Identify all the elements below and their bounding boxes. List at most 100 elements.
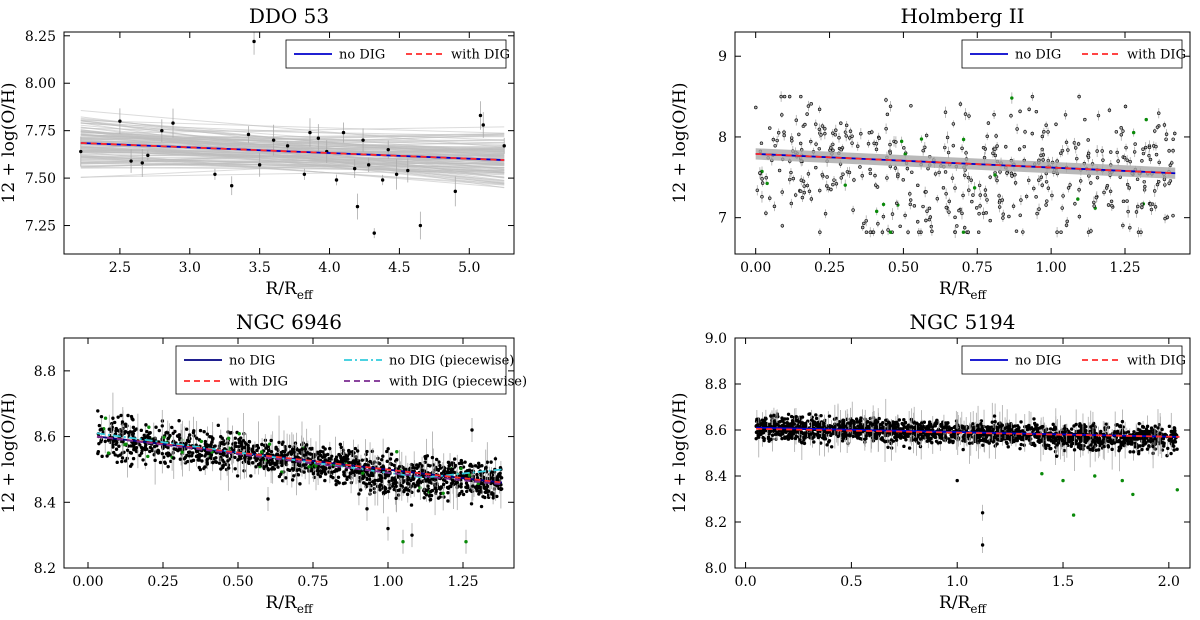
data-point bbox=[431, 477, 435, 481]
x-tick-label: 1.25 bbox=[1109, 260, 1140, 276]
data-point bbox=[233, 436, 238, 440]
bootstrap-line bbox=[80, 126, 505, 181]
data-point bbox=[405, 481, 410, 486]
data-point bbox=[1140, 447, 1144, 452]
data-point bbox=[469, 502, 474, 506]
data-point bbox=[221, 463, 226, 468]
data-point bbox=[372, 490, 377, 495]
bootstrap-line bbox=[80, 138, 505, 153]
data-point bbox=[97, 423, 102, 428]
data-point-core bbox=[878, 137, 881, 140]
data-point-core bbox=[1153, 189, 1156, 193]
data-point bbox=[449, 467, 453, 472]
data-point-core bbox=[858, 165, 862, 169]
data-point bbox=[894, 438, 899, 442]
data-point bbox=[328, 446, 332, 451]
data-point bbox=[254, 465, 258, 469]
data-point-core bbox=[824, 212, 827, 215]
data-point bbox=[1062, 448, 1066, 453]
data-point bbox=[198, 467, 203, 472]
data-point-core bbox=[868, 168, 872, 171]
data-point bbox=[353, 446, 358, 451]
data-point-core bbox=[896, 175, 899, 178]
data-point-core bbox=[1045, 124, 1048, 127]
data-point-core bbox=[1109, 190, 1112, 193]
data-point-core bbox=[1074, 146, 1077, 150]
data-point-core bbox=[852, 178, 856, 182]
legend: no DIG no DIG (piecewise) with DIG with DIG… bbox=[175, 345, 527, 395]
data-point bbox=[318, 453, 323, 458]
data-point-core bbox=[945, 206, 948, 209]
data-point bbox=[460, 461, 464, 465]
data-point-core bbox=[829, 188, 833, 191]
data-point bbox=[336, 460, 341, 464]
data-point bbox=[126, 413, 130, 418]
data-point-core bbox=[1019, 198, 1023, 202]
data-point bbox=[200, 459, 204, 463]
data-point bbox=[230, 454, 234, 459]
data-point bbox=[209, 442, 213, 447]
data-point-core bbox=[986, 135, 989, 138]
data-point bbox=[111, 443, 115, 447]
data-point-core bbox=[1004, 145, 1007, 148]
data-point bbox=[269, 449, 274, 454]
data-point-core bbox=[799, 190, 802, 193]
data-point bbox=[389, 452, 394, 456]
data-point bbox=[425, 488, 429, 493]
data-point-core bbox=[982, 212, 985, 215]
data-point bbox=[386, 447, 390, 451]
data-point-core bbox=[1001, 216, 1004, 220]
data-point bbox=[315, 469, 319, 473]
data-point bbox=[341, 457, 346, 461]
data-point-core bbox=[1014, 181, 1017, 184]
data-point bbox=[295, 472, 299, 477]
data-point-core bbox=[1007, 215, 1011, 218]
data-point bbox=[1110, 447, 1114, 452]
data-point bbox=[420, 464, 424, 468]
data-point bbox=[368, 459, 372, 464]
data-point-core bbox=[957, 209, 961, 212]
data-point bbox=[226, 441, 230, 445]
data-point-core bbox=[781, 191, 784, 194]
data-point bbox=[129, 444, 133, 448]
data-point bbox=[247, 446, 251, 451]
data-point-core bbox=[1059, 152, 1062, 155]
y-tick-label: 7 bbox=[718, 211, 727, 227]
data-point bbox=[220, 441, 224, 446]
data-point bbox=[446, 486, 451, 490]
data-point bbox=[111, 416, 115, 420]
data-point bbox=[142, 433, 146, 438]
data-point bbox=[416, 464, 421, 468]
data-point bbox=[1144, 117, 1148, 122]
data-point bbox=[205, 444, 209, 448]
data-point bbox=[475, 472, 479, 477]
data-point-core bbox=[1119, 176, 1122, 179]
x-tick-label: 2.5 bbox=[109, 260, 131, 276]
data-point-core bbox=[1169, 179, 1172, 182]
data-point bbox=[393, 481, 398, 486]
data-point bbox=[226, 459, 230, 463]
data-point bbox=[467, 469, 472, 473]
data-point bbox=[381, 454, 385, 458]
data-point bbox=[275, 459, 279, 463]
data-point bbox=[248, 456, 253, 460]
data-point-core bbox=[1115, 130, 1118, 133]
data-point bbox=[794, 415, 798, 419]
data-point bbox=[259, 458, 263, 462]
data-point bbox=[442, 469, 447, 473]
data-point-core bbox=[1163, 178, 1166, 181]
data-point bbox=[222, 451, 226, 455]
data-point-core bbox=[1126, 183, 1129, 186]
bootstrap-line bbox=[80, 151, 505, 188]
legend-label: no DIG (piecewise) bbox=[389, 354, 514, 369]
data-point-core bbox=[1106, 184, 1109, 187]
data-point bbox=[459, 466, 463, 471]
data-point-core bbox=[995, 179, 999, 182]
chart-title: NGC 6946 bbox=[236, 310, 342, 334]
data-point-core bbox=[991, 152, 995, 155]
data-point bbox=[453, 463, 458, 468]
panel-1: DDO 53 2.5 3.0 3.5 4.0 4.5 5.0 7.25 7.50 7.75 8.00… bbox=[0, 4, 515, 302]
data-point-core bbox=[1116, 151, 1119, 154]
data-point-core bbox=[1061, 206, 1064, 210]
data-point bbox=[899, 139, 904, 144]
